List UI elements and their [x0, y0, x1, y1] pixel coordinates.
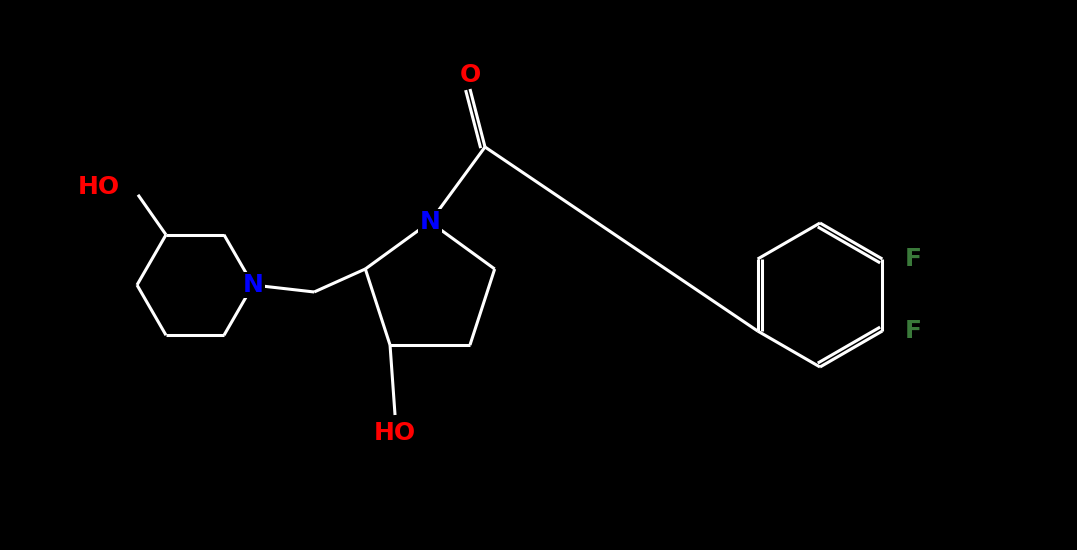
Text: F: F [905, 319, 921, 343]
Text: O: O [460, 63, 480, 87]
Text: N: N [242, 273, 264, 297]
Text: F: F [905, 247, 921, 271]
Text: N: N [420, 210, 440, 234]
Text: HO: HO [78, 175, 120, 199]
Text: HO: HO [374, 421, 416, 445]
